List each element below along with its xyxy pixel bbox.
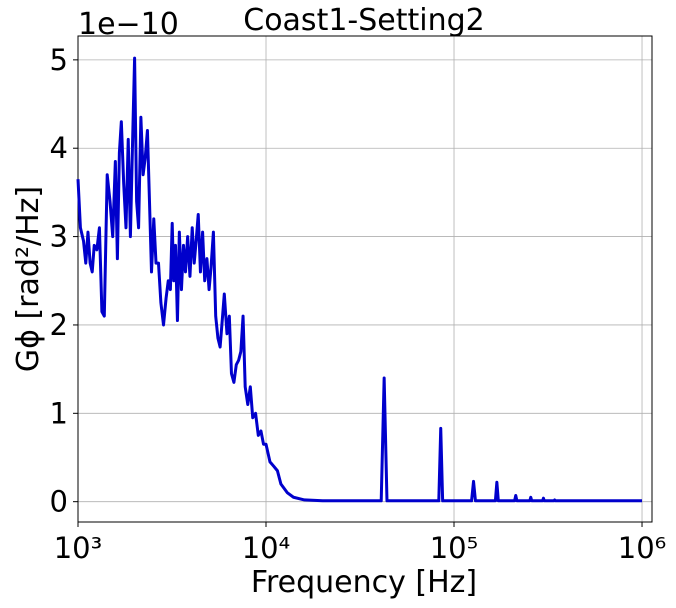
x-axis-label: Frequency [Hz] — [251, 565, 477, 600]
y-tick-label: 3 — [50, 220, 68, 254]
y-tick-label: 1 — [50, 396, 68, 430]
x-tick-label: 10⁵ — [430, 531, 479, 565]
y-tick-label: 2 — [50, 308, 68, 342]
data-line — [76, 56, 643, 503]
plot-frame — [77, 35, 653, 523]
y-tick-label: 5 — [50, 43, 68, 77]
y-tick-label: 0 — [50, 485, 68, 519]
y-axis-label: Gϕ [rad²/Hz] — [11, 186, 46, 372]
y-offset-text: 1e−10 — [78, 7, 179, 42]
x-tick-label: 10³ — [54, 531, 103, 565]
x-tick-label: 10⁴ — [242, 531, 291, 565]
chart-title: Coast1-Setting2 — [243, 3, 485, 38]
y-tick-label: 4 — [50, 131, 68, 165]
x-tick-label: 10⁶ — [618, 531, 667, 565]
